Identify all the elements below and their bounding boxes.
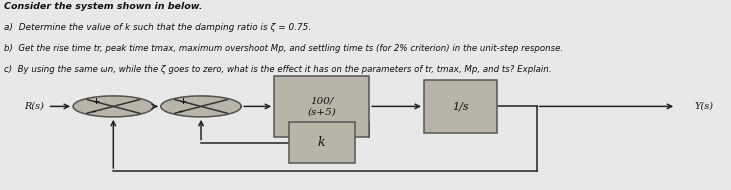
FancyBboxPatch shape (289, 122, 355, 163)
Polygon shape (161, 96, 241, 117)
Text: b)  Get the rise time tr, peak time tmax, maximum overshoot Mp, and settling tim: b) Get the rise time tr, peak time tmax,… (4, 44, 563, 53)
Text: R(s): R(s) (24, 102, 44, 111)
Text: 1/s: 1/s (452, 101, 469, 111)
Text: -: - (91, 107, 95, 117)
Text: -: - (179, 107, 183, 117)
Text: k: k (318, 136, 325, 149)
Text: Y(s): Y(s) (694, 102, 713, 111)
FancyBboxPatch shape (274, 76, 369, 137)
FancyBboxPatch shape (424, 80, 497, 133)
Text: +: + (91, 97, 99, 106)
Text: c)  By using the same ωn, while the ζ goes to zero, what is the effect it has on: c) By using the same ωn, while the ζ goe… (4, 65, 551, 74)
Text: a)  Determine the value of k such that the damping ratio is ζ = 0.75.: a) Determine the value of k such that th… (4, 23, 311, 32)
Text: 100/
(s+5): 100/ (s+5) (307, 96, 336, 116)
Polygon shape (73, 96, 154, 117)
Text: Consider the system shown in below.: Consider the system shown in below. (4, 2, 202, 11)
Text: +: + (179, 97, 186, 106)
